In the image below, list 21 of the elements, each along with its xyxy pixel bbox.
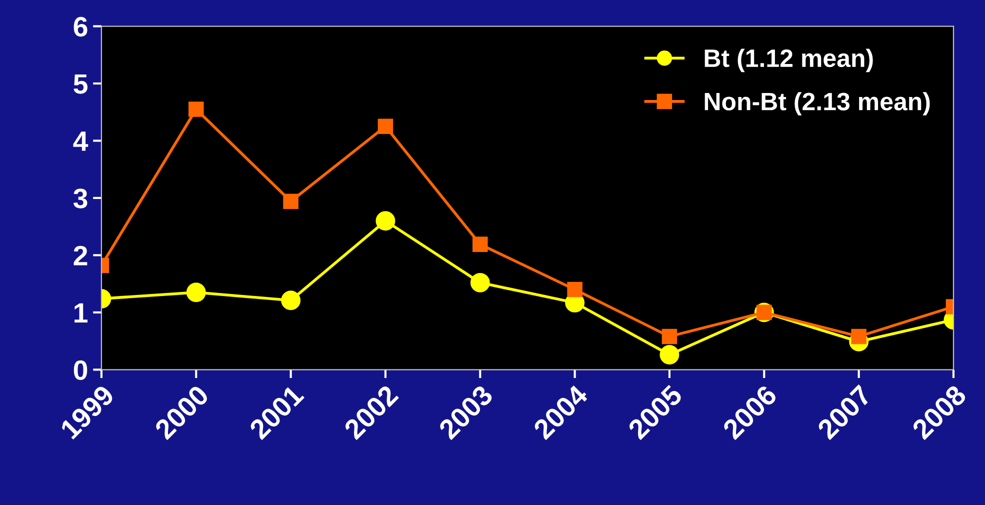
y-tick-label: 0 xyxy=(74,360,88,380)
y-tick-label: 2 xyxy=(74,246,88,266)
point xyxy=(186,282,206,302)
point xyxy=(470,272,490,292)
y-tick-label: 6 xyxy=(74,16,88,37)
point xyxy=(851,328,866,344)
y-tick-label: 1 xyxy=(74,303,88,322)
point xyxy=(660,345,680,364)
point xyxy=(662,328,678,344)
point xyxy=(567,282,582,298)
point xyxy=(188,102,204,117)
y-tick-label: 5 xyxy=(74,74,88,94)
point xyxy=(283,194,298,210)
point xyxy=(472,236,488,252)
point xyxy=(376,211,396,231)
point xyxy=(281,290,301,310)
legend-label: Non-Bt (2.13 mean) xyxy=(704,92,930,116)
y-tick-label: 4 xyxy=(73,132,88,151)
legend-label: Bt (1.12 mean) xyxy=(704,48,873,72)
point xyxy=(378,118,394,134)
y-tick-label: 3 xyxy=(73,188,88,208)
